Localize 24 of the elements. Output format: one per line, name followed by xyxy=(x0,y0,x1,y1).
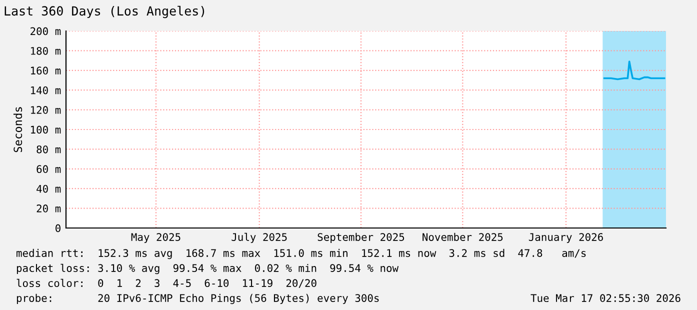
x-tick-label: November 2025 xyxy=(422,232,503,241)
y-tick-label: 160 m xyxy=(31,66,61,75)
x-tick-label: July 2025 xyxy=(232,232,287,243)
y-tick-label: 180 m xyxy=(31,46,61,55)
text: probe: 20 IPv6-ICMP Echo Pings (56 Bytes) every 300s xyxy=(16,294,379,304)
text: Tue Mar 17 02:55:30 2026 xyxy=(530,294,680,302)
y-tick-label: 20 m xyxy=(36,204,61,212)
x-tick-label: September 2025 xyxy=(318,232,404,243)
y-axis-title: Seconds xyxy=(13,107,22,152)
y-tick-label: 40 m xyxy=(36,184,61,193)
x-tick-label: January 2026 xyxy=(528,233,603,243)
text: packet loss: 3.10 % avg 99.54 % max 0.02 % min 99.54 % now xyxy=(16,264,399,274)
y-tick-label: 200 m xyxy=(30,27,61,36)
y-tick-label: 100 m xyxy=(31,126,61,134)
y-tick-label: 80 m xyxy=(36,145,61,154)
line-series xyxy=(603,60,666,80)
y-tick-label: 120 m xyxy=(31,106,61,114)
text: loss color: 0 1 2 3 4-5 6-10 11-19 20/20 xyxy=(16,278,316,288)
text: median rtt: 152.3 ms avg 168.7 ms max 151.0 ms min 152.1 ms now 3.2 ms sd 47.8 am/s xyxy=(16,248,586,260)
y-tick-label: 0 xyxy=(56,224,60,232)
y-tick-label: 60 m xyxy=(36,165,61,174)
chart-title: Last 360 Days (Los Angeles) xyxy=(4,6,204,18)
y-tick-label: 140 m xyxy=(31,86,61,94)
x-tick-label: May 2025 xyxy=(131,233,180,243)
